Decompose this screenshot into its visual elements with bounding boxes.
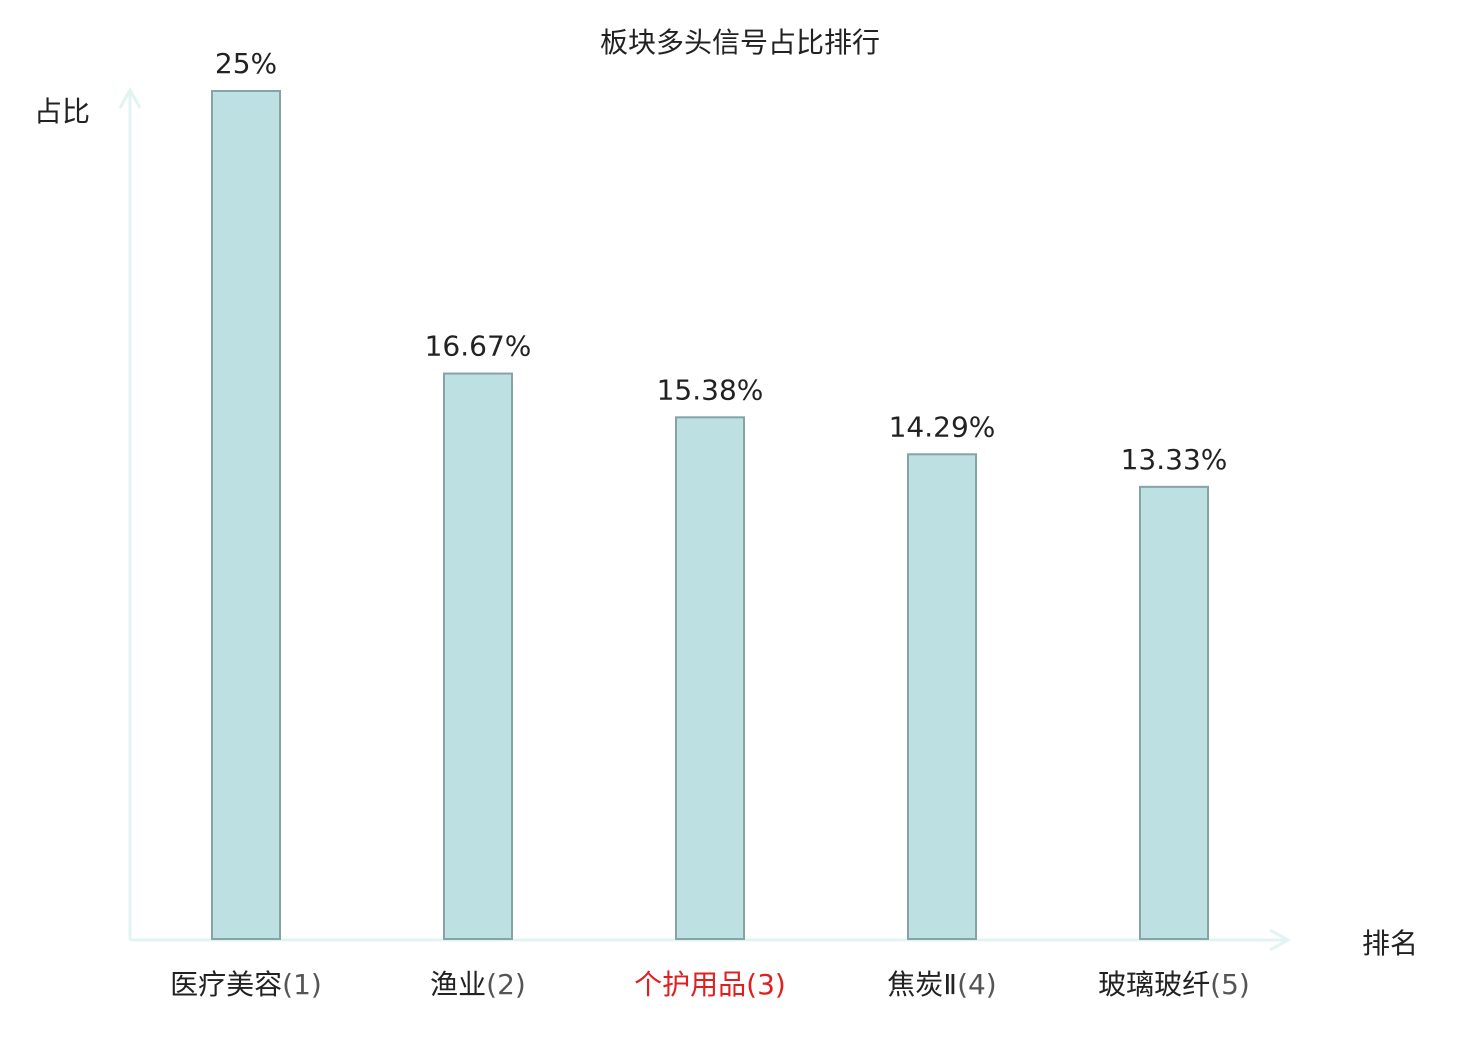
bar-value-label: 14.29% <box>889 410 996 443</box>
bar-value-label: 25% <box>215 47 277 80</box>
value-labels-group: 25% 16.67% 15.38% 14.29% 13.33% <box>215 47 1228 476</box>
x-tick-rank: (2) <box>486 968 526 1001</box>
bar <box>211 90 281 940</box>
x-tick-rank: (3) <box>746 968 786 1001</box>
x-tick-category: 渔业 <box>430 968 486 1001</box>
x-axis-arrow-icon <box>1269 928 1292 952</box>
x-tick-category: 玻璃玻纤 <box>1098 968 1210 1001</box>
x-tick-category: 个护用品 <box>634 968 746 1001</box>
chart-title: 板块多头信号占比排行 <box>600 26 880 59</box>
tick-labels-group: 医疗美容(1) 渔业(2) 个护用品(3) 焦炭Ⅱ(4) 玻璃玻纤(5) <box>170 968 1250 1001</box>
bars-group <box>211 90 1209 940</box>
x-axis-label: 排名 <box>1362 927 1418 960</box>
x-tick-rank: (1) <box>282 968 322 1001</box>
x-tick-category: 焦炭Ⅱ <box>887 968 957 1001</box>
x-tick-rank: (4) <box>957 968 997 1001</box>
y-axis-arrow-icon <box>118 86 142 109</box>
x-tick-label: 医疗美容(1) <box>170 968 322 1001</box>
bar <box>675 416 745 940</box>
x-tick-label: 玻璃玻纤(5) <box>1098 968 1250 1001</box>
bar-value-label: 15.38% <box>657 373 764 406</box>
bar <box>907 453 977 940</box>
y-axis-label: 占比 <box>34 95 90 128</box>
x-tick-label: 个护用品(3) <box>634 968 786 1001</box>
x-tick-label: 焦炭Ⅱ(4) <box>887 968 996 1001</box>
bar <box>1139 485 1209 940</box>
x-tick-label: 渔业(2) <box>430 968 526 1001</box>
bar-value-label: 13.33% <box>1121 443 1228 476</box>
bar <box>443 372 513 940</box>
x-tick-rank: (5) <box>1210 968 1250 1001</box>
x-tick-category: 医疗美容 <box>170 968 282 1001</box>
bar-value-label: 16.67% <box>425 330 532 363</box>
